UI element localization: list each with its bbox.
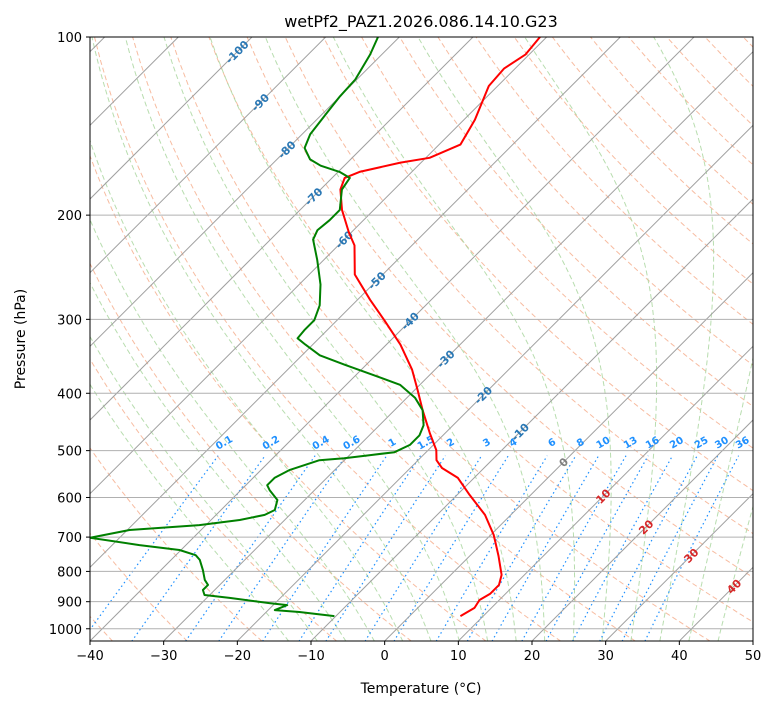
mixing-ratio-line	[600, 456, 698, 642]
moist-adiabat-line	[418, 37, 611, 641]
dry-adiabat-line	[18, 37, 411, 641]
isotherm-line	[0, 37, 547, 641]
moist-adiabat-line	[37, 37, 374, 641]
y-tick-label: 800	[57, 565, 82, 580]
isotherm-line	[384, 37, 775, 641]
y-tick-label: 400	[57, 387, 82, 402]
mixing-ratio-label: 16	[644, 435, 662, 452]
mixing-ratio-line	[492, 456, 599, 642]
dry-adiabat-line	[0, 37, 262, 641]
isotherm-line	[753, 37, 775, 641]
moist-adiabat-line	[718, 37, 775, 641]
x-tick-label: 0	[381, 649, 389, 664]
mixing-ratio-label: 8	[575, 437, 587, 450]
mixing-ratio-lines	[82, 456, 739, 642]
y-tick-label: 1000	[49, 623, 82, 638]
mixing-ratio-label: 2	[445, 437, 457, 450]
mixing-ratio-label: 30	[713, 435, 731, 452]
mixing-ratio-label: 20	[668, 435, 686, 452]
mixing-ratio-line	[326, 456, 446, 642]
mixing-ratio-line	[263, 456, 387, 642]
isotherm-label: -100	[223, 38, 252, 67]
x-tick-label: −20	[224, 649, 251, 664]
dry-adiabat-line	[171, 37, 711, 641]
moist-adiabat-line	[525, 37, 657, 641]
x-tick-label: 30	[597, 649, 614, 664]
moist-adiabat-line	[164, 37, 488, 641]
x-tick-label: −30	[150, 649, 177, 664]
moist-adiabat-line	[92, 37, 431, 641]
mixing-ratio-label: 1	[387, 437, 399, 450]
mixing-ratio-line	[394, 456, 508, 642]
mixing-ratio-line	[436, 456, 547, 642]
plot-frame	[90, 37, 753, 641]
x-tick-label: −40	[76, 649, 103, 664]
moist-adiabat-line	[0, 37, 289, 641]
x-tick-label: −10	[297, 649, 324, 664]
moist-adiabat-line	[63, 37, 403, 641]
dry-adiabat-line	[552, 37, 775, 641]
dry-adiabat-line	[362, 37, 775, 641]
isotherm-line	[532, 37, 775, 641]
y-tick-label: 200	[57, 209, 82, 224]
y-tick-label: 700	[57, 531, 82, 546]
isotherm-line	[0, 37, 252, 641]
dry-adiabat-line	[438, 37, 775, 641]
mixing-ratio-label: 0.1	[214, 434, 235, 452]
isotherm-line	[0, 37, 326, 641]
dry-adiabat-line	[667, 37, 775, 641]
mixing-ratio-line	[219, 456, 346, 642]
dry-adiabat-line	[476, 37, 775, 641]
mixing-ratio-label: 36	[734, 435, 752, 452]
isotherm-line	[0, 37, 473, 641]
x-tick-label: 40	[671, 649, 688, 664]
moist-adiabat-line	[689, 37, 775, 641]
x-tick-label: 10	[450, 649, 467, 664]
mixing-ratio-line	[573, 456, 673, 642]
pressure-gridlines	[90, 37, 753, 629]
x-tick-label: 50	[745, 649, 762, 664]
isotherm-line	[16, 37, 620, 641]
dry-adiabat-line	[0, 37, 337, 641]
dry-adiabat-line	[591, 37, 775, 641]
dry-adiabat-line	[514, 37, 775, 641]
mixing-ratio-label: 0.6	[342, 434, 363, 452]
y-tick-label: 300	[57, 313, 82, 328]
y-tick-label: 900	[57, 596, 82, 611]
mixing-ratio-label: 25	[693, 435, 711, 452]
moist-adiabat-line	[0, 37, 318, 641]
moist-adiabat-line	[654, 37, 714, 641]
x-tick-label: 20	[524, 649, 541, 664]
x-axis-label: Temperature (°C)	[360, 681, 482, 697]
isotherm-line	[458, 37, 775, 641]
y-tick-label: 100	[57, 31, 82, 46]
y-axis-label: Pressure (hPa)	[13, 289, 29, 389]
x-axis-ticks: −40 −30 −20 −10 0 10 20 30 40 50	[76, 641, 761, 664]
mixing-ratio-line	[186, 456, 316, 642]
dry-adiabat-line	[705, 37, 775, 641]
mixing-ratio-label: 13	[622, 435, 640, 452]
moist-adiabats	[0, 37, 775, 641]
y-tick-label: 500	[57, 445, 82, 460]
profiles	[90, 37, 540, 616]
mixing-ratio-line	[132, 456, 265, 642]
mixing-ratio-line	[622, 456, 718, 642]
mixing-ratio-label: 6	[547, 437, 559, 450]
temperature-profile-line	[340, 37, 540, 616]
isotherm-line	[0, 37, 399, 641]
mixing-ratio-label: 3	[481, 437, 493, 450]
y-tick-label: 600	[57, 491, 82, 506]
chart-title: wetPf2_PAZ1.2026.086.14.10.G23	[284, 12, 558, 32]
dry-adiabat-line	[743, 37, 775, 641]
y-axis-ticks: 100 200 300 400 500 600 700 800 900 1000	[49, 31, 90, 638]
mixing-ratio-label: 0.4	[311, 434, 332, 452]
